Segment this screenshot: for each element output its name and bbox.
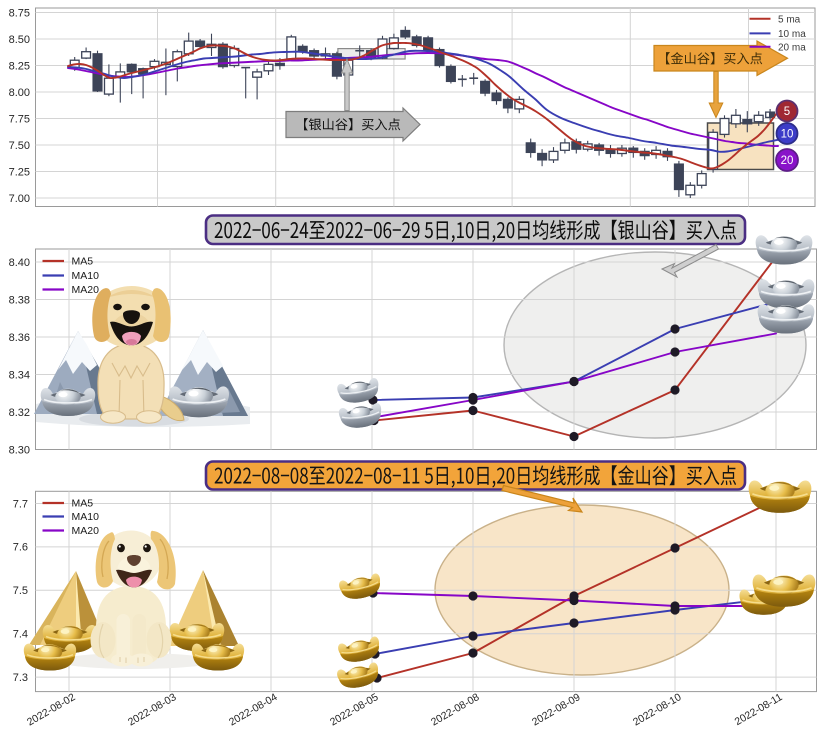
svg-text:5 ma: 5 ma (778, 14, 801, 25)
svg-text:7.25: 7.25 (9, 166, 30, 178)
svg-text:7.6: 7.6 (13, 542, 28, 554)
svg-text:8.25: 8.25 (9, 60, 30, 72)
svg-text:MA10: MA10 (72, 270, 100, 282)
svg-text:8.50: 8.50 (9, 34, 30, 46)
svg-text:MA20: MA20 (72, 284, 100, 296)
svg-text:8.00: 8.00 (9, 87, 30, 99)
svg-text:MA5: MA5 (72, 498, 94, 510)
svg-text:2022-08-11: 2022-08-11 (733, 691, 785, 728)
svg-text:7.7: 7.7 (13, 498, 28, 510)
svg-text:8.34: 8.34 (9, 369, 30, 381)
svg-text:7.00: 7.00 (9, 193, 30, 205)
svg-text:2022-08-08: 2022-08-08 (429, 691, 482, 728)
svg-text:7.75: 7.75 (9, 113, 30, 125)
svg-text:7.3: 7.3 (13, 672, 28, 684)
svg-text:MA5: MA5 (72, 256, 94, 268)
svg-text:2022-08-03: 2022-08-03 (126, 691, 179, 728)
svg-text:20: 20 (781, 155, 794, 167)
svg-text:7.4: 7.4 (13, 629, 28, 641)
svg-text:2022-08-02: 2022-08-02 (25, 691, 78, 728)
svg-text:5: 5 (784, 106, 790, 118)
svg-text:MA20: MA20 (72, 525, 100, 537)
svg-text:8.36: 8.36 (9, 332, 30, 344)
svg-text:10 ma: 10 ma (778, 29, 806, 40)
svg-text:8.38: 8.38 (9, 294, 30, 306)
svg-text:2022-08-04: 2022-08-04 (227, 691, 280, 728)
svg-text:2022-08-09: 2022-08-09 (530, 691, 583, 728)
svg-text:8.75: 8.75 (9, 7, 30, 19)
svg-text:8.32: 8.32 (9, 407, 30, 419)
svg-text:7.5: 7.5 (13, 585, 28, 597)
svg-text:MA10: MA10 (72, 511, 100, 523)
svg-text:2022-08-10: 2022-08-10 (631, 691, 684, 728)
svg-text:8.30: 8.30 (9, 444, 30, 456)
svg-text:2022-08-05: 2022-08-05 (328, 691, 381, 728)
svg-text:10: 10 (781, 129, 794, 141)
svg-text:8.40: 8.40 (9, 257, 30, 269)
svg-text:20 ma: 20 ma (778, 42, 806, 53)
svg-text:7.50: 7.50 (9, 140, 30, 152)
